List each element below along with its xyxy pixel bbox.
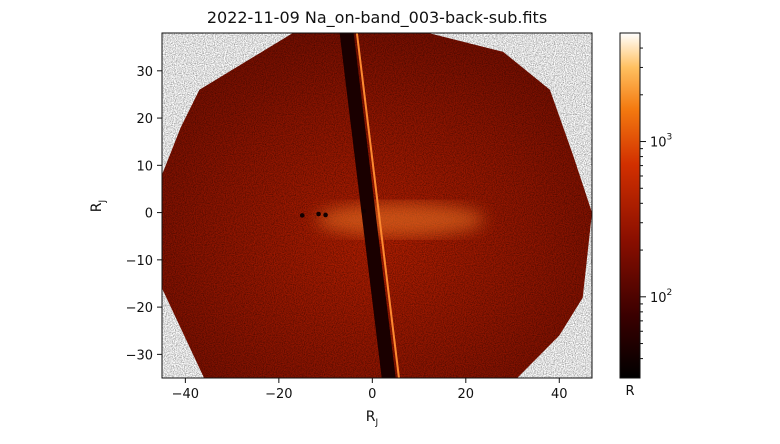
x-axis-label: RJ <box>366 409 378 428</box>
colorbar-tick-label: 103 <box>650 133 672 151</box>
y-tick-label: 20 <box>136 112 153 127</box>
y-axis: −30 −20 −10 0 10 20 30 <box>126 65 162 363</box>
y-tick-label: 10 <box>136 159 153 174</box>
colorbar <box>619 32 641 379</box>
colorbar-label: R <box>625 384 634 399</box>
occulter-band <box>339 33 396 378</box>
plot-frame <box>161 32 593 379</box>
colorbar-tick-label: 102 <box>650 288 672 306</box>
x-axis: −40 −20 0 20 40 <box>172 378 568 402</box>
spot-1 <box>316 211 321 217</box>
x-tick-label: 40 <box>551 387 568 402</box>
moon-spots <box>299 208 367 218</box>
occulter-band-edge <box>355 33 400 378</box>
y-tick-label: −30 <box>126 348 153 363</box>
y-tick-label: −10 <box>126 254 153 269</box>
colorbar-ticks: 102 103 <box>640 47 672 360</box>
x-tick-label: 20 <box>458 387 475 402</box>
x-tick-label: 0 <box>368 387 376 402</box>
spot-2 <box>323 212 328 218</box>
image-field <box>162 33 592 378</box>
chart-title: 2022-11-09 Na_on-band_003-back-sub.fits <box>207 8 547 28</box>
x-tick-label: −40 <box>172 387 199 402</box>
y-tick-label: 0 <box>145 207 153 222</box>
y-tick-label: 30 <box>136 65 153 80</box>
spot-0 <box>299 213 305 218</box>
sodium-cloud-tail <box>316 203 485 237</box>
spot-3 <box>361 208 367 214</box>
y-tick-label: −20 <box>126 301 153 316</box>
y-axis-label: RJ <box>89 200 108 212</box>
x-tick-label: −20 <box>265 387 292 402</box>
